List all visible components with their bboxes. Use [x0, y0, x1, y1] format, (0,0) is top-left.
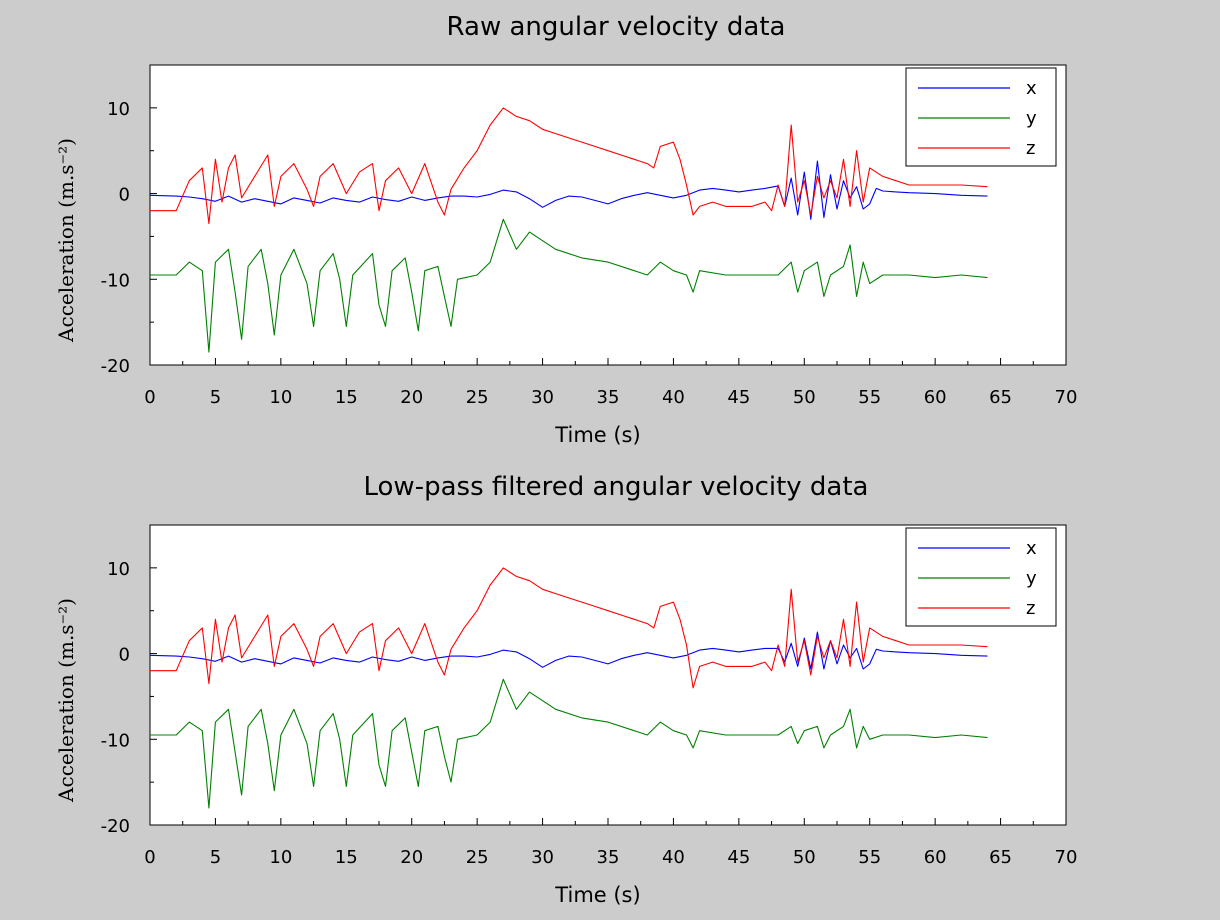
- x-tick-label: 15: [335, 387, 358, 408]
- series-line-y: [150, 678, 988, 809]
- x-tick-label: 20: [400, 387, 423, 408]
- x-tick-label: 5: [210, 847, 221, 868]
- x-tick-label: 60: [924, 847, 947, 868]
- chart-panel-2: Low-pass filtered angular velocity data 0…: [54, 472, 1077, 907]
- series-line-y: [150, 218, 988, 353]
- chart-title: Raw angular velocity data: [447, 12, 786, 42]
- y-tick-label: 0: [119, 645, 130, 666]
- x-tick-label: 55: [858, 847, 881, 868]
- x-tick-label: 25: [466, 387, 489, 408]
- x-tick-label: 20: [400, 847, 423, 868]
- x-tick-label: 70: [1055, 847, 1078, 868]
- legend-label-x: x: [1026, 78, 1037, 99]
- legend-label-y: y: [1026, 568, 1037, 589]
- legend-label-y: y: [1026, 108, 1037, 129]
- x-tick-label: 25: [466, 847, 489, 868]
- x-tick-label: 35: [597, 847, 620, 868]
- x-tick-label: 50: [793, 847, 816, 868]
- legend-label-z: z: [1026, 598, 1035, 619]
- x-axis-label: Time (s): [554, 423, 640, 447]
- x-tick-label: 65: [989, 387, 1012, 408]
- legend-label-z: z: [1026, 138, 1035, 159]
- y-axis-label: Acceleration (m.s⁻²): [54, 598, 78, 803]
- x-tick-label: 40: [662, 847, 685, 868]
- x-tick-label: 70: [1055, 387, 1078, 408]
- x-tick-label: 15: [335, 847, 358, 868]
- y-tick-label: 0: [119, 185, 130, 206]
- chart-panel-1: Raw angular velocity data 0 5 10 15 20 25 30 35 4…: [54, 12, 1077, 447]
- y-tick-label: -20: [101, 356, 130, 377]
- x-tick-label: 0: [144, 847, 155, 868]
- series-line-z: [150, 567, 988, 689]
- x-tick-label: 30: [531, 847, 554, 868]
- x-tick-label: 65: [989, 847, 1012, 868]
- x-tick-label: 45: [727, 387, 750, 408]
- x-tick-label: 0: [144, 387, 155, 408]
- x-tick-label: 10: [269, 387, 292, 408]
- x-tick-label: 50: [793, 387, 816, 408]
- y-tick-label: -20: [101, 816, 130, 837]
- y-tick-label: -10: [101, 270, 130, 291]
- y-tick-label: 10: [107, 559, 130, 580]
- x-tick-label: 40: [662, 387, 685, 408]
- legend-box: [905, 67, 1057, 167]
- legend-label-x: x: [1026, 538, 1037, 559]
- chart-title: Low-pass filtered angular velocity data: [364, 472, 869, 502]
- y-tick-label: -10: [101, 730, 130, 751]
- y-axis-label: Acceleration (m.s⁻²): [54, 138, 78, 343]
- x-tick-label: 55: [858, 387, 881, 408]
- legend: xyz: [905, 67, 1057, 167]
- x-tick-label: 30: [531, 387, 554, 408]
- series-line-z: [150, 107, 988, 225]
- y-tick-label: 10: [107, 99, 130, 120]
- legend: xyz: [905, 527, 1057, 627]
- legend-box: [905, 527, 1057, 627]
- x-tick-label: 35: [597, 387, 620, 408]
- x-tick-label: 5: [210, 387, 221, 408]
- x-tick-label: 10: [269, 847, 292, 868]
- x-tick-label: 60: [924, 387, 947, 408]
- x-tick-label: 45: [727, 847, 750, 868]
- x-axis-label: Time (s): [554, 883, 640, 907]
